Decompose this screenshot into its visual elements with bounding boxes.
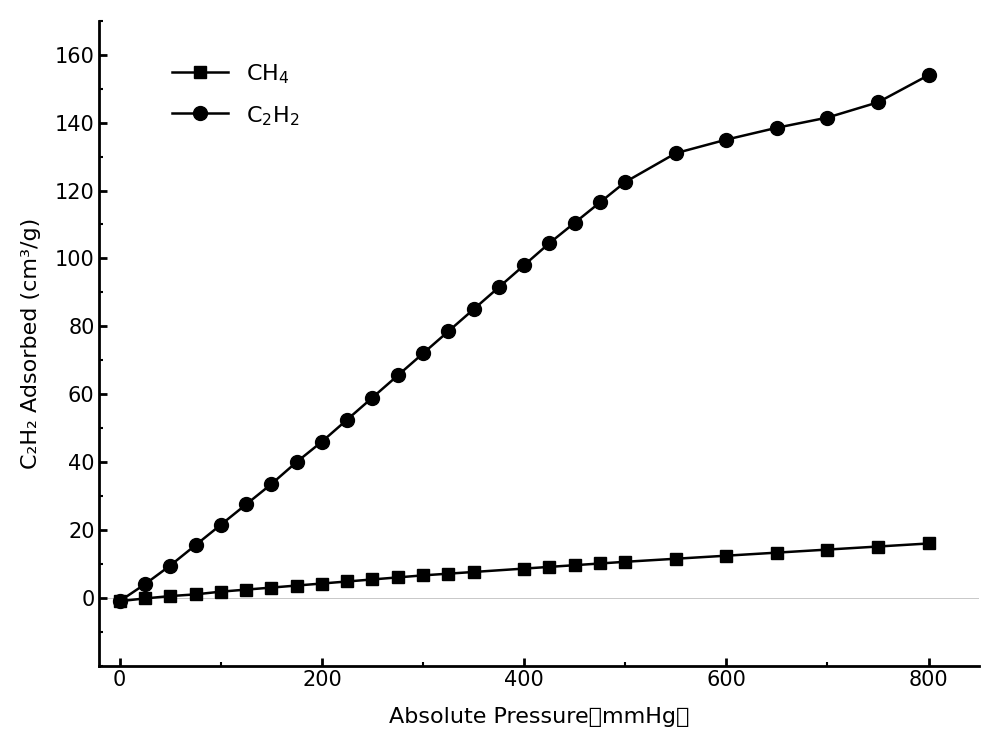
CH$_4$ [923, 539, 935, 548]
C$_2$H$_2$ [720, 135, 732, 144]
CH$_4$ [442, 569, 454, 578]
C$_2$H$_2$ [771, 123, 783, 132]
CH$_4$ [518, 564, 530, 573]
C$_2$H$_2$ [493, 283, 505, 292]
CH$_4$ [417, 571, 429, 580]
C$_2$H$_2$ [594, 198, 606, 207]
C$_2$H$_2$ [139, 580, 151, 589]
C$_2$H$_2$ [114, 597, 126, 606]
C$_2$H$_2$ [164, 561, 176, 570]
C$_2$H$_2$ [569, 218, 581, 227]
CH$_4$ [265, 583, 277, 592]
C$_2$H$_2$ [366, 393, 378, 402]
CH$_4$ [114, 597, 126, 606]
C$_2$H$_2$ [619, 177, 631, 186]
C$_2$H$_2$ [265, 479, 277, 488]
C$_2$H$_2$ [923, 70, 935, 79]
CH$_4$ [619, 557, 631, 566]
C$_2$H$_2$ [442, 327, 454, 336]
C$_2$H$_2$ [190, 541, 202, 550]
X-axis label: Absolute Pressure（mmHg）: Absolute Pressure（mmHg） [389, 707, 690, 727]
Y-axis label: C₂H₂ Adsorbed (cm³/g): C₂H₂ Adsorbed (cm³/g) [21, 218, 41, 469]
C$_2$H$_2$ [543, 239, 555, 248]
CH$_4$ [569, 561, 581, 570]
CH$_4$ [215, 587, 227, 596]
C$_2$H$_2$ [291, 458, 303, 467]
Legend: CH$_4$, C$_2$H$_2$: CH$_4$, C$_2$H$_2$ [155, 45, 317, 145]
CH$_4$ [543, 562, 555, 571]
CH$_4$ [366, 575, 378, 584]
CH$_4$ [468, 568, 480, 577]
C$_2$H$_2$ [468, 305, 480, 314]
CH$_4$ [190, 590, 202, 599]
CH$_4$ [821, 545, 833, 554]
C$_2$H$_2$ [215, 521, 227, 530]
CH$_4$ [670, 554, 682, 563]
C$_2$H$_2$ [341, 415, 353, 424]
CH$_4$ [872, 542, 884, 551]
C$_2$H$_2$ [240, 500, 252, 509]
CH$_4$ [164, 592, 176, 601]
C$_2$H$_2$ [392, 371, 404, 380]
CH$_4$ [341, 577, 353, 586]
C$_2$H$_2$ [872, 98, 884, 107]
C$_2$H$_2$ [417, 349, 429, 358]
CH$_4$ [392, 573, 404, 582]
CH$_4$ [771, 548, 783, 557]
C$_2$H$_2$ [821, 113, 833, 122]
CH$_4$ [240, 585, 252, 594]
C$_2$H$_2$ [518, 261, 530, 270]
CH$_4$ [139, 594, 151, 603]
C$_2$H$_2$ [670, 149, 682, 158]
CH$_4$ [316, 579, 328, 588]
Line: CH$_4$: CH$_4$ [114, 538, 934, 607]
Line: C$_2$H$_2$: C$_2$H$_2$ [113, 68, 936, 608]
CH$_4$ [594, 559, 606, 568]
CH$_4$ [720, 551, 732, 560]
CH$_4$ [291, 581, 303, 590]
C$_2$H$_2$ [316, 437, 328, 446]
